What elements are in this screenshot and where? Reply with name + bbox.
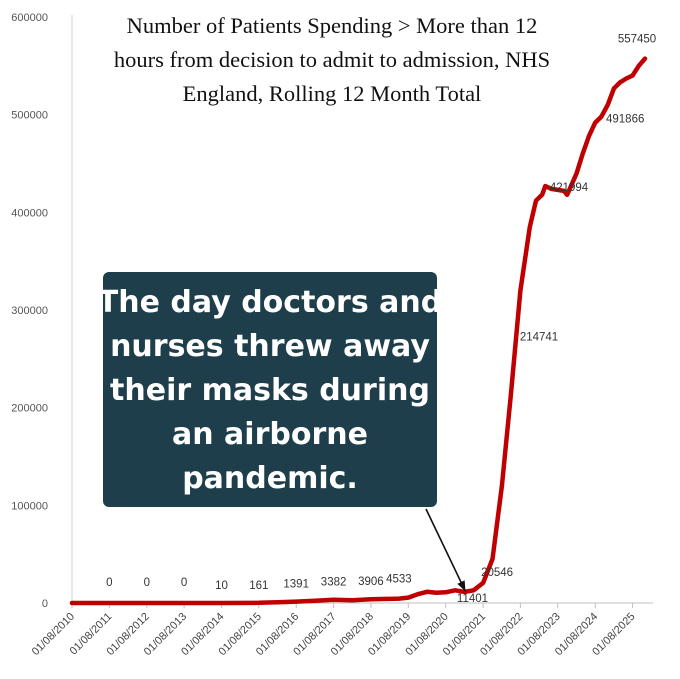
y-tick-label: 100000	[11, 500, 48, 512]
callout-line-3: their masks during	[110, 373, 430, 408]
data-label: 11401	[457, 593, 488, 605]
data-label: 1391	[283, 579, 309, 591]
data-label: 4533	[386, 574, 412, 586]
callout-line-5: pandemic.	[182, 461, 358, 496]
data-label: 0	[144, 577, 150, 589]
chart-title-line-3: England, Rolling 12 Month Total	[183, 81, 482, 106]
callout-line-2: nurses threw away	[110, 329, 430, 364]
arrow-shaft	[425, 508, 467, 592]
data-label: 214741	[520, 331, 558, 343]
data-label: 3382	[321, 577, 347, 589]
y-tick-label: 500000	[11, 110, 48, 122]
annotation-arrow	[425, 508, 467, 592]
data-label: 491866	[606, 114, 644, 126]
data-label: 0	[181, 577, 187, 589]
y-tick-label: 200000	[11, 403, 48, 415]
data-label: 421994	[550, 182, 589, 194]
data-label: 161	[249, 580, 268, 592]
callout-line-1: The day doctors and	[98, 285, 442, 320]
y-tick-label: 400000	[11, 207, 48, 219]
y-axis: 0 100000 200000 300000 400000 500000 600000	[11, 12, 73, 610]
y-tick-label: 600000	[11, 12, 48, 24]
chart-title-line-2: hours from decision to admit to admissio…	[114, 47, 550, 72]
data-labels: 0 0 0 10 161 1391 3382 3906 4533 11401 20546 214741…	[106, 34, 656, 605]
data-label: 10	[215, 580, 228, 592]
annotation-callout: The day doctors and nurses threw away th…	[98, 272, 442, 507]
data-label: 20546	[481, 567, 513, 579]
series-layer	[69, 56, 648, 606]
y-tick-label: 0	[42, 598, 48, 610]
callout-line-4: an airborne	[172, 417, 368, 452]
data-label: 3906	[358, 576, 384, 588]
chart-title-line-1: Number of Patients Spending > More than …	[127, 13, 538, 38]
series-line	[69, 56, 648, 606]
data-label: 0	[106, 577, 112, 589]
y-tick-label: 300000	[11, 305, 48, 317]
callout-box	[103, 272, 437, 507]
arrow-head	[457, 580, 466, 592]
data-label: 557450	[618, 34, 656, 46]
